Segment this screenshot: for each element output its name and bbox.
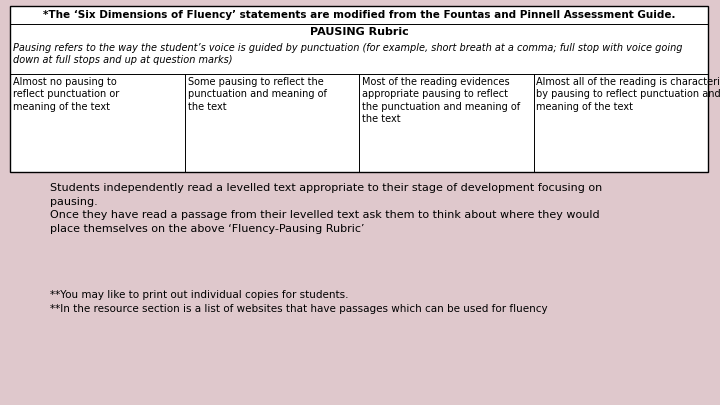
Text: PAUSING Rubric: PAUSING Rubric: [310, 27, 408, 37]
Text: Some pausing to reflect the
punctuation and meaning of
the text: Some pausing to reflect the punctuation …: [187, 77, 326, 112]
Text: Pausing refers to the way the student’s voice is guided by punctuation (for exam: Pausing refers to the way the student’s …: [13, 43, 683, 65]
Text: Almost no pausing to
reflect punctuation or
meaning of the text: Almost no pausing to reflect punctuation…: [13, 77, 120, 112]
Text: **You may like to print out individual copies for students.
**In the resource se: **You may like to print out individual c…: [50, 290, 548, 313]
Bar: [10, 6, 708, 172]
Text: *The ‘Six Dimensions of Fluency’ statements are modified from the Fountas and Pi: *The ‘Six Dimensions of Fluency’ stateme…: [42, 10, 675, 20]
Text: Almost all of the reading is characterised
by pausing to reflect punctuation and: Almost all of the reading is characteris…: [536, 77, 720, 112]
Text: Most of the reading evidences
appropriate pausing to reflect
the punctuation and: Most of the reading evidences appropriat…: [362, 77, 520, 124]
Text: Students independently read a levelled text appropriate to their stage of develo: Students independently read a levelled t…: [50, 183, 602, 234]
